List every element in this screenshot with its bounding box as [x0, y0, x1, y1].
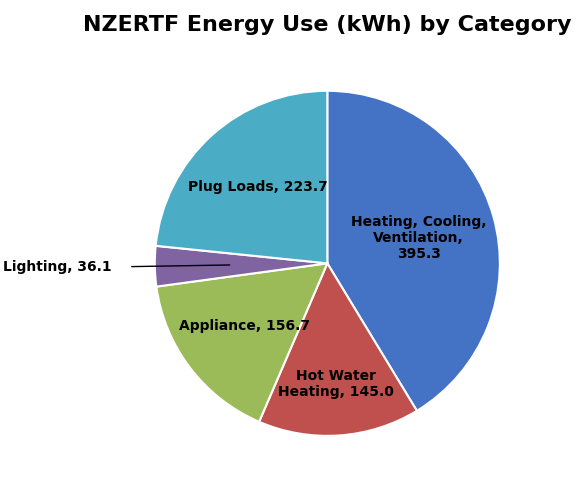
Text: Hot Water
Heating, 145.0: Hot Water Heating, 145.0	[278, 369, 394, 399]
Wedge shape	[155, 246, 327, 287]
Text: Appliance, 156.7: Appliance, 156.7	[180, 319, 310, 333]
Wedge shape	[327, 91, 500, 411]
Wedge shape	[156, 263, 327, 422]
Wedge shape	[156, 91, 327, 263]
Title: NZERTF Energy Use (kWh) by Category: NZERTF Energy Use (kWh) by Category	[83, 15, 572, 35]
Text: Heating, Cooling,
Ventilation,
395.3: Heating, Cooling, Ventilation, 395.3	[351, 214, 486, 261]
Text: Plug Loads, 223.7: Plug Loads, 223.7	[188, 179, 328, 194]
Text: Lighting, 36.1: Lighting, 36.1	[3, 260, 112, 274]
Wedge shape	[259, 263, 417, 436]
